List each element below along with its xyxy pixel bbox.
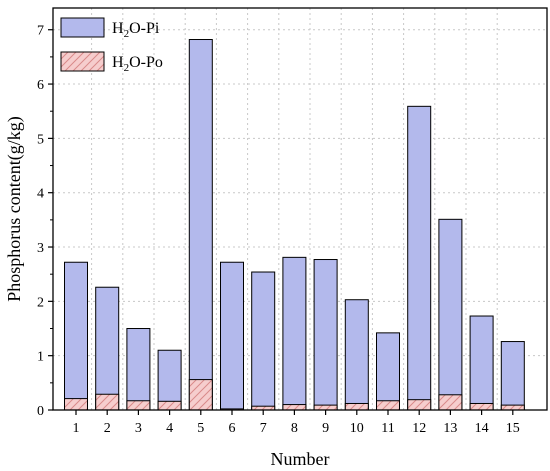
y-tick-label: 7 (37, 24, 44, 39)
legend-item-h2o-pi: H2O-Pi (60, 17, 160, 40)
bar-h2o-pi (407, 105, 432, 411)
series-h2o-po-bars (64, 379, 525, 411)
x-tick-label: 14 (475, 421, 489, 436)
y-tick-label: 1 (37, 350, 44, 365)
bar-h2o-po (95, 393, 120, 411)
bar-h2o-po (157, 400, 182, 411)
legend-label: H2O-Pi (112, 20, 160, 40)
plot-frame (52, 7, 548, 411)
bar-h2o-po (282, 404, 307, 411)
bar-h2o-po (500, 404, 525, 411)
bar-h2o-pi (188, 39, 213, 411)
bar-h2o-pi (251, 271, 276, 411)
x-tick-label: 7 (260, 421, 267, 436)
x-tick-label: 1 (73, 421, 80, 436)
x-tick-label: 2 (104, 421, 111, 436)
legend: H2O-Pi H2O-Po (60, 17, 163, 74)
bar-h2o-po (344, 402, 369, 411)
bar-h2o-po (469, 402, 494, 411)
x-tick-label: 11 (381, 421, 394, 436)
bar-h2o-po (188, 379, 213, 411)
bar-h2o-pi (313, 259, 338, 411)
y-tick-label: 4 (37, 187, 44, 202)
x-tick-label: 15 (506, 421, 520, 436)
x-tick-label: 5 (197, 421, 204, 436)
bar-h2o-pi (95, 286, 120, 411)
x-tick-label: 8 (291, 421, 298, 436)
x-tick-label: 9 (322, 421, 329, 436)
bar-h2o-pi (500, 341, 525, 411)
y-tick-label: 0 (37, 404, 44, 419)
bar-h2o-pi (126, 328, 151, 411)
y-axis-title: Phosphorus content(g/kg) (4, 116, 25, 301)
bar-h2o-pi (469, 315, 494, 411)
x-tick-label: 6 (229, 421, 236, 436)
series-h2o-pi-bars (64, 39, 525, 411)
bar-h2o-po (126, 400, 151, 411)
bar-h2o-po (407, 399, 432, 411)
x-tick-label: 4 (166, 421, 173, 436)
bar-h2o-po (64, 398, 88, 411)
x-tick-label: 10 (350, 421, 364, 436)
bar-h2o-pi (376, 332, 400, 411)
bar-h2o-pi (220, 261, 244, 411)
legend-item-h2o-po: H2O-Po (60, 51, 163, 74)
x-tick-label: 3 (135, 421, 142, 436)
bar-h2o-pi (64, 261, 88, 411)
bar-h2o-pi (438, 218, 463, 411)
bar-h2o-po (438, 394, 463, 411)
y-tick-label: 6 (37, 78, 44, 93)
bar-h2o-pi (344, 299, 369, 411)
bar-h2o-po (313, 404, 338, 411)
axes (48, 7, 548, 415)
legend-swatch (60, 51, 105, 72)
bar-h2o-pi (282, 256, 307, 411)
x-tick-label: 12 (412, 421, 426, 436)
bar-h2o-po (376, 400, 400, 411)
y-tick-label: 5 (37, 132, 44, 147)
x-axis-title: Number (271, 449, 330, 469)
y-tick-label: 2 (37, 295, 44, 310)
x-tick-label: 13 (443, 421, 457, 436)
gridlines (53, 8, 547, 410)
legend-label: H2O-Po (112, 54, 163, 74)
y-tick-label: 3 (37, 241, 44, 256)
legend-swatch (60, 17, 105, 38)
